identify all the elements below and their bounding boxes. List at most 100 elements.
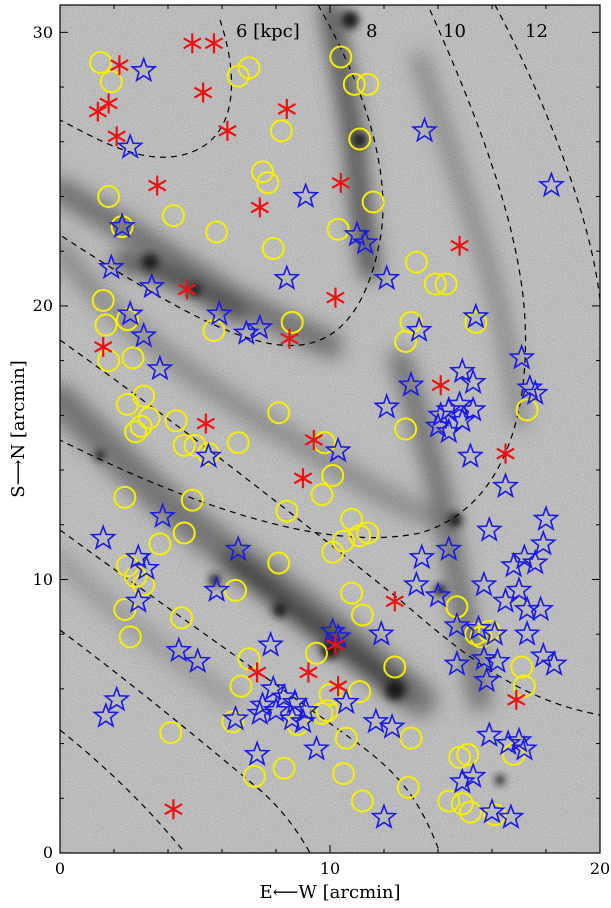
asterisk-marker <box>277 98 297 119</box>
circle-marker <box>148 532 172 556</box>
circle-marker <box>183 433 207 457</box>
star-marker <box>362 707 390 734</box>
star-marker <box>246 699 274 726</box>
star-marker <box>435 395 463 422</box>
star-marker <box>410 116 439 143</box>
star-marker <box>424 581 452 608</box>
circle-marker <box>226 431 250 455</box>
star-marker <box>130 56 158 83</box>
circle-marker <box>356 521 380 545</box>
star-marker <box>89 524 117 550</box>
star-marker <box>194 442 223 468</box>
asterisk-marker <box>99 93 118 114</box>
star-marker <box>243 740 271 767</box>
circle-marker <box>237 56 261 80</box>
star-marker <box>116 299 144 326</box>
y-tick-label-30: 30 <box>33 23 53 42</box>
star-marker <box>97 253 125 280</box>
circle-marker <box>423 272 447 296</box>
star-marker <box>443 611 471 638</box>
star-marker <box>246 313 274 340</box>
star-marker <box>510 543 538 570</box>
circle-marker <box>267 551 291 575</box>
circle-marker <box>361 190 385 214</box>
star-marker <box>478 797 506 824</box>
circle-marker <box>161 204 185 228</box>
star-marker <box>138 272 166 299</box>
circle-marker <box>383 655 407 679</box>
x-axis-label: E⟵W [arcmin] <box>259 882 400 903</box>
circle-marker <box>350 789 374 813</box>
circle-marker <box>275 499 299 523</box>
star-marker <box>103 685 131 712</box>
star-marker <box>508 343 536 370</box>
star-marker <box>149 502 177 529</box>
asterisk-marker <box>177 279 197 300</box>
star-marker <box>448 406 476 433</box>
star-marker <box>424 411 452 438</box>
circle-marker <box>113 485 137 509</box>
star-marker <box>332 688 360 715</box>
circle-marker <box>315 699 339 723</box>
series-circles <box>89 45 539 827</box>
circle-marker <box>118 625 142 649</box>
star-marker <box>537 171 565 198</box>
star-marker <box>373 392 401 419</box>
circle-marker <box>394 417 418 441</box>
star-marker <box>270 682 298 709</box>
star-marker <box>470 570 498 597</box>
star-marker <box>505 576 533 602</box>
star-marker <box>475 515 503 542</box>
circle-marker <box>305 641 328 665</box>
asterisk-marker <box>247 662 267 683</box>
circle-marker <box>510 655 534 679</box>
circle-marker <box>164 409 188 433</box>
asterisk-marker <box>218 120 237 141</box>
image-noise <box>60 5 600 853</box>
series-stars <box>89 56 568 829</box>
circle-marker <box>321 464 345 488</box>
y-tick-label-10: 10 <box>33 570 53 589</box>
y-tick-labels: 0 10 20 30 <box>33 23 53 862</box>
star-marker <box>370 803 398 829</box>
star-marker <box>462 302 490 329</box>
circle-marker <box>332 762 355 786</box>
star-marker <box>494 729 522 756</box>
star-marker <box>402 570 430 597</box>
asterisk-marker <box>196 413 216 434</box>
circle-marker <box>445 595 469 619</box>
star-marker <box>319 617 347 643</box>
star-marker <box>289 707 317 734</box>
star-marker <box>256 630 285 657</box>
contour-label-12: 12 <box>525 21 548 42</box>
star-marker <box>448 357 476 384</box>
star-marker <box>367 619 395 646</box>
circle-marker <box>91 288 115 312</box>
asterisk-marker <box>326 635 345 656</box>
contour-8kpc <box>60 5 384 347</box>
star-marker <box>405 316 433 343</box>
star-marker <box>459 395 487 422</box>
y-tick-label-20: 20 <box>33 296 53 315</box>
circle-marker <box>172 521 196 545</box>
x-tick-label-20: 20 <box>590 859 610 878</box>
circle-marker <box>272 756 296 780</box>
x-tick-labels: 0 10 20 <box>55 859 610 878</box>
galaxy-image: 6 [kpc] 8 10 12 <box>60 5 600 853</box>
circle-marker <box>450 792 474 816</box>
contour-labels: 6 [kpc] 8 10 12 <box>236 21 548 42</box>
star-marker <box>521 548 549 575</box>
star-marker <box>221 704 250 731</box>
y-axis-label: S⟶N [arcmin] <box>8 360 29 498</box>
contour-outer-2 <box>60 529 441 853</box>
star-marker <box>435 535 463 561</box>
star-marker <box>529 529 557 556</box>
circle-marker <box>221 710 245 734</box>
star-marker <box>521 379 549 405</box>
contour-label-10: 10 <box>443 21 466 42</box>
y-tick-label-0: 0 <box>43 843 53 862</box>
star-marker <box>378 712 406 739</box>
circle-marker <box>180 488 204 512</box>
circle-marker <box>310 483 334 507</box>
circle-marker <box>326 217 350 241</box>
